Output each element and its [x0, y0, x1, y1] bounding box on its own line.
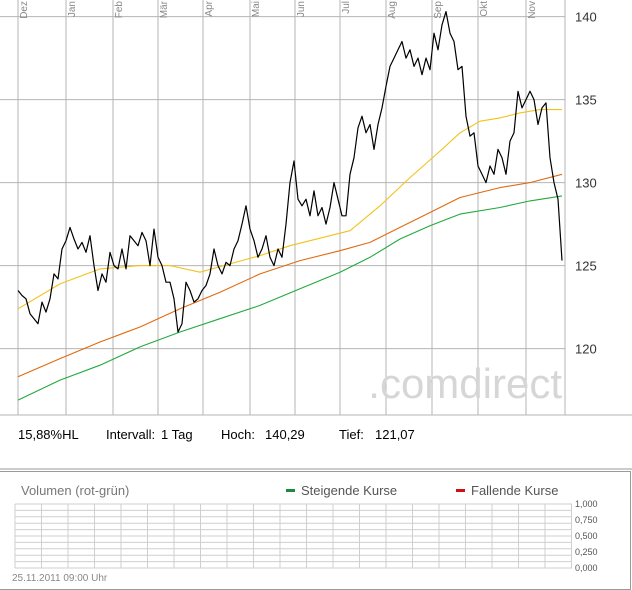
month-label: Mär — [159, 0, 170, 18]
volume-y-tick-label: 0,500 — [575, 531, 598, 541]
legend-rising: Steigende Kurse — [286, 483, 397, 498]
interval-label: Intervall: — [106, 427, 156, 442]
high-label: Hoch: — [221, 427, 255, 442]
month-label: Aug — [387, 1, 398, 19]
month-label: Mai — [251, 1, 262, 17]
month-label: Jan — [67, 1, 78, 17]
month-label: Nov — [527, 1, 538, 19]
y-tick-label: 120 — [575, 342, 597, 357]
month-label: Dez — [19, 1, 30, 19]
price-chart: .comdirect Dez Jan Feb Mär Apr Mai Jun Jul Aug Se… — [0, 0, 632, 470]
interval-value: 1 Tag — [161, 427, 193, 442]
legend-falling: Fallende Kurse — [456, 483, 558, 498]
series-line-avg-mid — [17, 173, 563, 378]
legend-rising-swatch — [286, 489, 295, 493]
y-tick-label: 140 — [575, 10, 597, 25]
legend-rising-label: Steigende Kurse — [301, 483, 398, 498]
timestamp: 25.11.2011 09:00 Uhr — [12, 573, 108, 584]
volume-title: Volumen (rot-grün) — [21, 483, 130, 498]
legend-falling-swatch — [456, 489, 465, 493]
series-line-avg-long — [17, 109, 562, 310]
legend-falling-label: Fallende Kurse — [471, 483, 559, 498]
low-value: 121,07 — [375, 427, 415, 442]
volume-y-tick-label: 0,750 — [575, 515, 598, 525]
volume-y-tick-label: 0,250 — [575, 547, 598, 557]
month-label: Apr — [204, 0, 215, 16]
y-tick-label: 125 — [575, 259, 597, 274]
range-value: 15,88%HL — [18, 427, 79, 442]
watermark: .comdirect — [368, 360, 562, 407]
month-label: Okt — [479, 1, 490, 17]
month-label: Feb — [114, 1, 125, 19]
low-label: Tief: — [339, 427, 364, 442]
volume-y-tick-label: 1,000 — [575, 499, 598, 509]
series-line-avg-short — [17, 195, 563, 401]
month-label: Jun — [296, 1, 307, 17]
y-tick-label: 130 — [575, 176, 597, 191]
volume-y-tick-label: 0,000 — [575, 563, 598, 573]
y-tick-label: 135 — [575, 93, 597, 108]
month-label: Sep — [433, 1, 444, 19]
high-value: 140,29 — [265, 427, 305, 442]
series-line-price — [17, 11, 563, 333]
month-label: Jul — [341, 1, 352, 14]
volume-chart: 1,000 0,750 0,500 0,250 0,000 — [14, 499, 598, 573]
